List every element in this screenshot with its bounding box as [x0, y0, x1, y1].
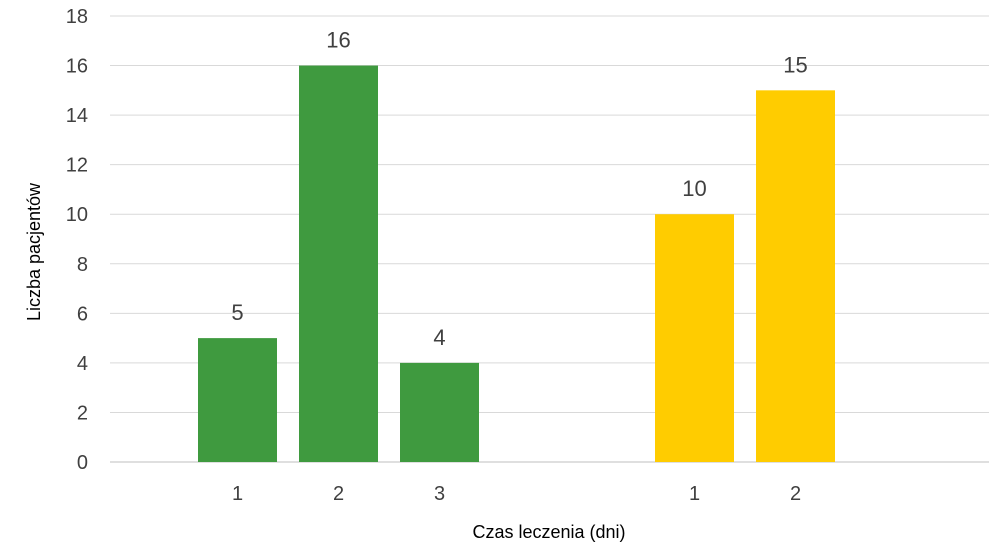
x-tick-label: 3 — [434, 483, 445, 505]
bar — [655, 214, 734, 462]
bars: 5 16 4 10 15 — [198, 28, 835, 463]
y-axis-title: Liczba pacjentów — [24, 182, 44, 321]
x-tick-label: 2 — [333, 483, 344, 505]
bar — [756, 90, 835, 462]
y-tick-label: 0 — [77, 452, 88, 474]
bar — [198, 338, 277, 462]
y-tick-label: 18 — [66, 6, 88, 28]
x-axis-title: Czas leczenia (dni) — [472, 522, 625, 542]
data-label: 10 — [682, 176, 706, 201]
x-tick-label: 1 — [232, 483, 243, 505]
data-label: 16 — [326, 28, 350, 53]
data-label: 15 — [783, 52, 807, 77]
y-axis-ticks: 0 2 4 6 8 10 12 14 16 18 — [66, 6, 88, 474]
y-tick-label: 10 — [66, 204, 88, 226]
y-tick-label: 8 — [77, 254, 88, 276]
y-tick-label: 14 — [66, 105, 88, 127]
y-tick-label: 12 — [66, 155, 88, 177]
y-tick-label: 4 — [77, 353, 88, 375]
y-tick-label: 6 — [77, 303, 88, 325]
y-tick-label: 2 — [77, 402, 88, 424]
x-tick-label: 1 — [689, 483, 700, 505]
y-tick-label: 16 — [66, 56, 88, 78]
x-tick-label: 2 — [790, 483, 801, 505]
data-label: 5 — [231, 300, 243, 325]
data-label: 4 — [433, 325, 445, 350]
x-axis-ticks: 1 2 3 1 2 — [232, 483, 801, 505]
bar — [400, 362, 479, 462]
bar — [299, 65, 378, 463]
